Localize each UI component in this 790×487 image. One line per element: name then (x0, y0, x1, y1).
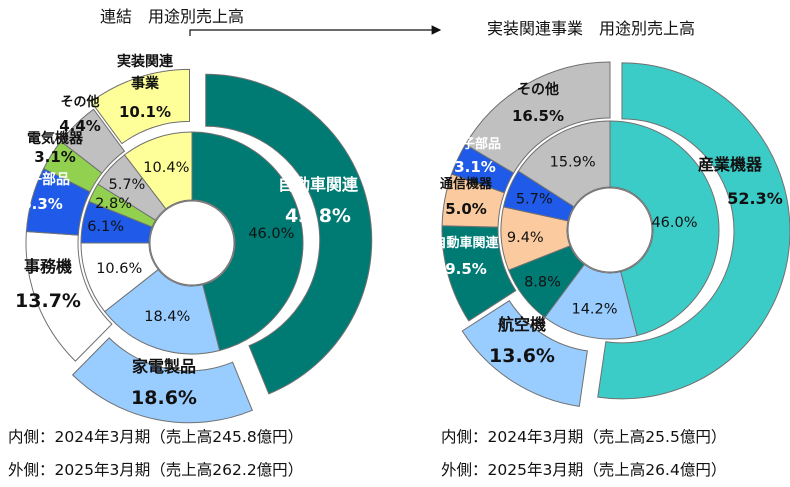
inner-value-label: 10.6% (96, 261, 142, 277)
outer-category-label: その他 (60, 94, 99, 110)
mounting-slices (441, 61, 790, 407)
outer-slice-1 (461, 300, 588, 407)
outer-value-label: 43.8% (285, 205, 351, 227)
outer-category-label: 産業機器 (698, 155, 763, 174)
consolidated-slices (25, 68, 373, 424)
inner-slice-0 (191, 131, 304, 352)
consolidated-title: 連結 用途別売上高 (100, 7, 244, 26)
mounting-outer-note: 外側：2025年3月期（売上高26.4億円） (441, 461, 726, 479)
outer-slice-1 (71, 337, 253, 424)
inner-value-label: 8.8% (524, 275, 561, 291)
outer-value-label: 18.6% (131, 387, 197, 409)
mounting-labels: 46.0% 14.2% 8.8% 9.4% 5.7% 15.9% 産業機器 52.3% 航空機 1… (433, 81, 782, 367)
inner-value-label: 2.8% (95, 196, 132, 212)
consolidated-donut: 46.0% 18.4% 10.6% 6.1% 2.8% 5.7%10.4% 自動車関連 43.… (14, 53, 373, 424)
outer-slice-0 (597, 62, 790, 400)
outer-category-label: 通信機器 (440, 176, 493, 192)
inner-value-label: 5.7% (516, 192, 553, 208)
outer-category-label: 電気機器 (27, 130, 84, 147)
outer-value-label: 4.4% (59, 117, 101, 135)
outer-category-label: 自動車関連 (433, 235, 499, 251)
consolidated-inner-note: 内側：2024年3月期（売上高245.8億円） (8, 428, 303, 446)
outer-value-label: 5.0% (445, 200, 487, 218)
mounting-inner-note: 内側：2024年3月期（売上高25.5億円） (441, 428, 726, 446)
outer-category-label: 家電製品 (132, 357, 196, 376)
inner-slice-0 (609, 120, 720, 337)
outer-category-label: 事務機 (24, 257, 72, 276)
outer-category-label: 電子部品 (449, 136, 501, 152)
outer-value-label: 9.5% (445, 260, 487, 278)
inner-value-label: 15.9% (550, 155, 596, 171)
donut-hole (149, 200, 235, 286)
outer-value-label: 52.3% (727, 189, 783, 208)
inner-slice-1 (104, 268, 221, 355)
outer-category-label: 航空機 (498, 315, 546, 334)
outer-slice-6 (90, 68, 191, 145)
mounting-donut: 46.0% 14.2% 8.8% 9.4% 5.7% 15.9% 産業機器 52.3% 航空機 1… (433, 61, 790, 407)
outer-value-label: 13.7% (15, 290, 81, 312)
outer-value-label: 3.1% (34, 148, 76, 166)
consolidated-labels: 46.0% 18.4% 10.6% 6.1% 2.8% 5.7%10.4% 自動車関連 43.… (14, 53, 359, 409)
inner-value-label: 46.0% (651, 215, 697, 231)
link-arrow (189, 25, 442, 36)
outer-slice-5 (464, 61, 611, 174)
inner-value-label: 9.4% (507, 230, 544, 246)
outer-value-label: 13.6% (489, 345, 555, 367)
outer-category-label: 自動車関連 (278, 175, 359, 194)
inner-value-label: 5.7% (108, 177, 145, 193)
inner-value-label: 18.4% (144, 309, 190, 325)
outer-slice-0 (205, 73, 373, 395)
inner-value-label: 6.1% (87, 219, 124, 235)
inner-slice-6 (123, 131, 193, 210)
inner-value-label: 46.0% (248, 226, 294, 242)
inner-value-label: 10.4% (143, 160, 189, 176)
outer-value-label: 3.1% (454, 158, 496, 176)
donut-hole (567, 187, 653, 273)
outer-category-label: 電子部品 (14, 171, 70, 188)
inner-slice-5 (517, 120, 611, 208)
outer-value-label: 16.5% (512, 107, 564, 125)
outer-category-label: 実装関連 (117, 53, 174, 70)
mounting-title: 実装関連事業 用途別売上高 (487, 19, 695, 38)
outer-category-label: 事業 (131, 75, 160, 92)
consolidated-outer-note: 外側：2025年3月期（売上高262.2億円） (8, 461, 303, 479)
outer-slice-5 (60, 108, 126, 174)
outer-category-label: その他 (517, 81, 559, 98)
inner-value-label: 14.2% (571, 301, 617, 317)
outer-value-label: 10.1% (119, 103, 171, 121)
outer-value-label: 6.3% (21, 195, 63, 213)
